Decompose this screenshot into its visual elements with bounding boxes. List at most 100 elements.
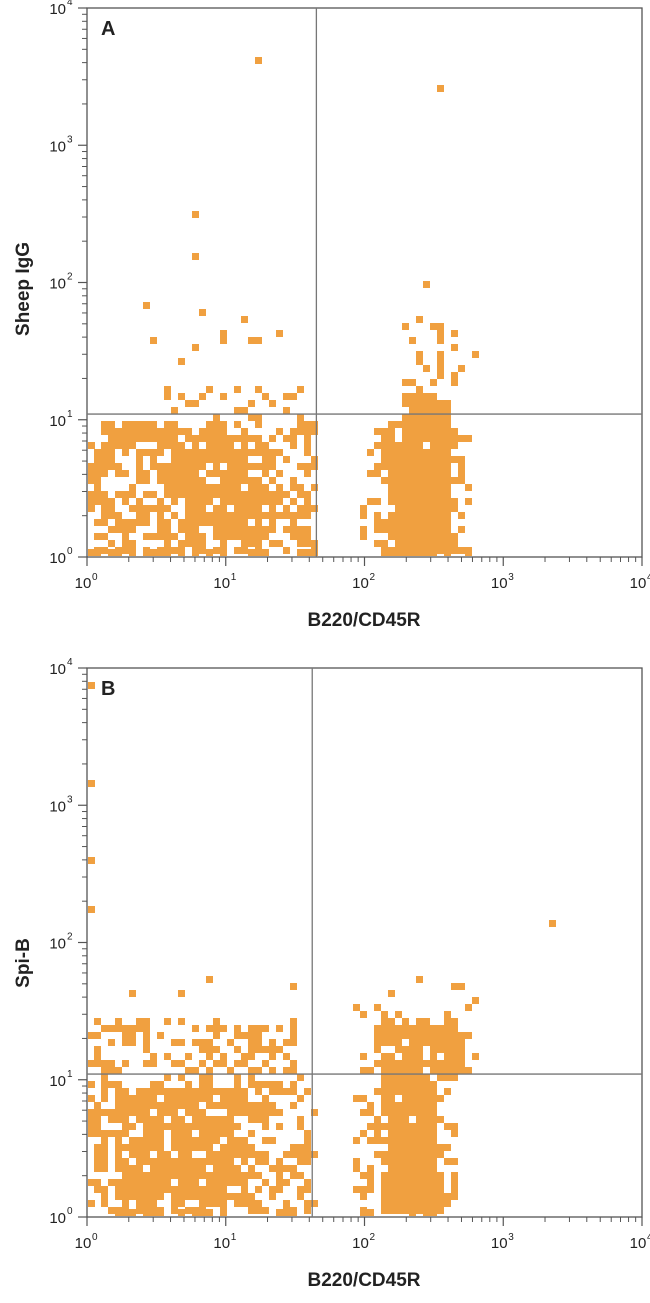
density-dot [297, 421, 304, 428]
density-dot [171, 1130, 178, 1137]
density-dot [206, 1172, 213, 1179]
density-dot [290, 1165, 297, 1172]
density-dot [444, 1032, 451, 1039]
density-dot [178, 1179, 185, 1186]
density-dot [437, 463, 444, 470]
density-dot [290, 477, 297, 484]
density-dot [430, 1039, 437, 1046]
density-dot [150, 1165, 157, 1172]
density-dot [381, 442, 388, 449]
density-dot [122, 1039, 129, 1046]
density-dot [290, 1144, 297, 1151]
density-dot [416, 1018, 423, 1025]
density-dot [451, 1067, 458, 1074]
density-dot [94, 1018, 101, 1025]
density-dot [199, 1193, 206, 1200]
density-dot [402, 549, 409, 556]
density-dot [444, 428, 451, 435]
density-dot [115, 1102, 122, 1109]
density-dot [157, 1130, 164, 1137]
scatter-point [178, 990, 185, 997]
density-dot [101, 1067, 108, 1074]
density-dot [108, 463, 115, 470]
density-dot [458, 470, 465, 477]
density-dot [171, 1123, 178, 1130]
density-dot [409, 484, 416, 491]
density-dot [150, 1144, 157, 1151]
density-dot [423, 1186, 430, 1193]
density-dot [269, 1067, 276, 1074]
density-dot [241, 491, 248, 498]
density-dot [409, 407, 416, 414]
density-dot [220, 484, 227, 491]
density-dot [213, 1032, 220, 1039]
density-dot [304, 526, 311, 533]
density-dot [234, 1088, 241, 1095]
density-dot [150, 1200, 157, 1207]
density-dot [94, 1032, 101, 1039]
density-dot [101, 456, 108, 463]
density-dot [311, 1109, 318, 1116]
density-dot [444, 1011, 451, 1018]
density-dot [451, 428, 458, 435]
density-dot [437, 1116, 444, 1123]
density-dot [269, 1102, 276, 1109]
density-dot [423, 1025, 430, 1032]
density-dot [88, 498, 95, 505]
density-dot [395, 1025, 402, 1032]
density-dot [101, 442, 108, 449]
density-dot [255, 533, 262, 540]
density-dot [409, 1053, 416, 1060]
density-dot [423, 498, 430, 505]
density-dot [437, 498, 444, 505]
density-dot [136, 1095, 143, 1102]
density-dot [234, 1144, 241, 1151]
density-dot [115, 1165, 122, 1172]
density-dot [248, 1172, 255, 1179]
density-dot [192, 505, 199, 512]
density-dot [458, 1060, 465, 1067]
density-dot [437, 442, 444, 449]
density-dot [143, 1207, 150, 1214]
density-dot [430, 435, 437, 442]
scatter-point [199, 309, 206, 316]
density-dot [115, 1151, 122, 1158]
density-dot [437, 428, 444, 435]
scatter-point [416, 316, 423, 323]
density-dot [220, 1200, 227, 1207]
density-dot [220, 1193, 227, 1200]
density-dot [255, 421, 262, 428]
density-dot [283, 526, 290, 533]
density-dot [227, 470, 234, 477]
density-dot [206, 1067, 213, 1074]
density-dot [395, 547, 402, 554]
density-dot [409, 393, 416, 400]
density-dot [227, 1123, 234, 1130]
density-dot [150, 1179, 157, 1186]
density-dot [416, 1158, 423, 1165]
density-dot [143, 1186, 150, 1193]
density-dot [451, 330, 458, 337]
density-dot [402, 540, 409, 547]
density-dot [451, 1046, 458, 1053]
density-dot [164, 1186, 171, 1193]
density-dot [430, 414, 437, 421]
density-dot [269, 1165, 276, 1172]
density-dot [164, 435, 171, 442]
density-dot [227, 1095, 234, 1102]
density-dot [199, 1209, 206, 1216]
density-dot [192, 1039, 199, 1046]
density-dot [122, 470, 129, 477]
density-dot [213, 512, 220, 519]
density-dot [122, 1088, 129, 1095]
density-dot [430, 456, 437, 463]
density-dot [157, 435, 164, 442]
density-dot [304, 463, 311, 470]
density-dot [423, 477, 430, 484]
density-dot [255, 512, 262, 519]
density-dot [437, 1039, 444, 1046]
density-dot [122, 1032, 129, 1039]
density-dot [192, 491, 199, 498]
density-dot [150, 1123, 157, 1130]
density-dot [395, 1074, 402, 1081]
